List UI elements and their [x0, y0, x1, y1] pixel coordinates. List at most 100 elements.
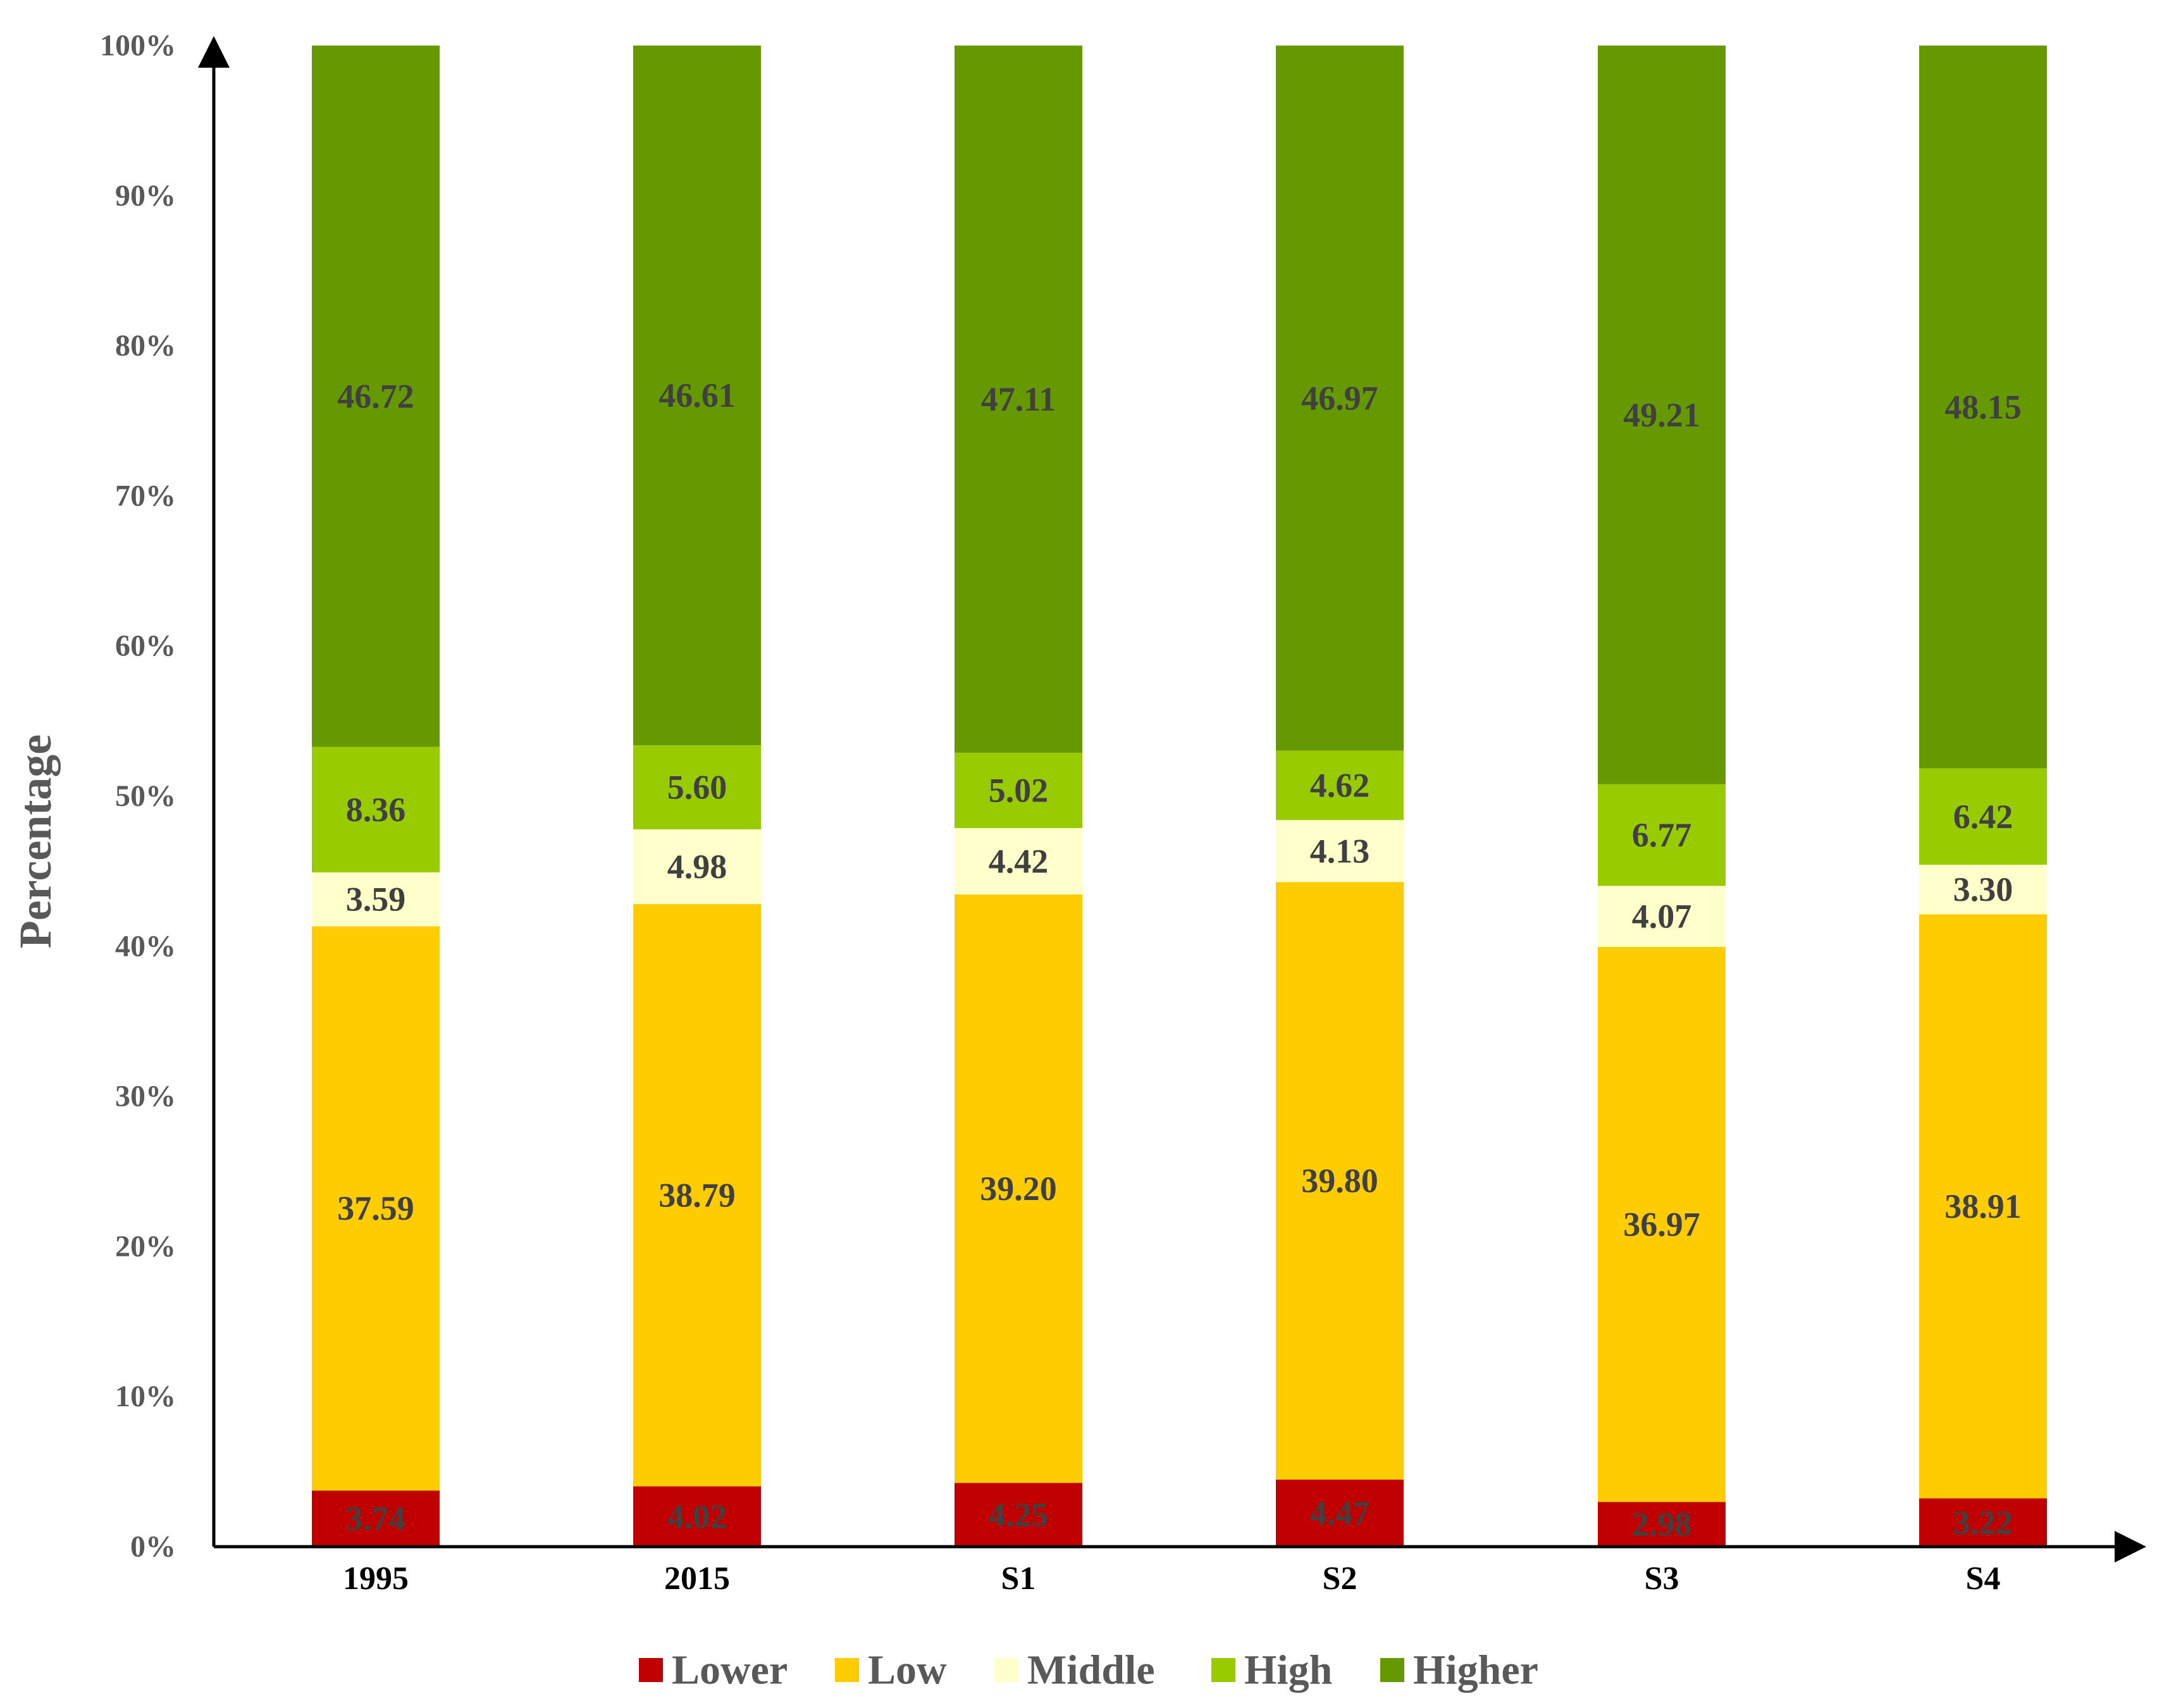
- legend-swatch-higher: [1380, 1658, 1404, 1682]
- x-tick-label-2015: 2015: [664, 1561, 730, 1597]
- bar-segment-high-2015: [633, 745, 761, 829]
- y-tick-label: 90%: [115, 179, 176, 213]
- y-tick-label: 10%: [115, 1380, 176, 1413]
- legend-label-high: High: [1244, 1647, 1332, 1693]
- x-tick-labels: 1995 2015 S1 S2 S3 S4: [343, 1561, 2000, 1597]
- y-tick-label: 60%: [115, 629, 176, 663]
- data-labels-layer: 3.74 37.59 3.59 8.36 46.72 4.02 38.79 4.98 5.60 4…: [337, 376, 2022, 1544]
- data-label-high-1995: 8.36: [346, 791, 406, 829]
- axes-layer: [198, 36, 2146, 1563]
- bar-segment-middle-s2: [1276, 820, 1404, 882]
- legend-label-middle: Middle: [1027, 1647, 1155, 1693]
- data-label-lower-1995: 3.74: [346, 1500, 406, 1538]
- bar-segment-higher-s1: [955, 46, 1082, 753]
- bar-segment-lower-s3: [1598, 1502, 1726, 1547]
- data-label-middle-s3: 4.07: [1632, 898, 1692, 936]
- data-label-high-2015: 5.60: [667, 768, 727, 806]
- x-tick-label-s3: S3: [1645, 1561, 1679, 1597]
- data-label-higher-2015: 46.61: [658, 376, 736, 414]
- data-label-higher-s1: 47.11: [981, 380, 1056, 418]
- x-tick-label-s4: S4: [1966, 1561, 2001, 1597]
- data-label-low-s1: 39.20: [980, 1170, 1057, 1208]
- legend-label-lower: Lower: [672, 1647, 788, 1693]
- data-label-low-s2: 39.80: [1301, 1162, 1378, 1200]
- data-label-low-1995: 37.59: [337, 1189, 414, 1227]
- bar-segment-low-s4: [1919, 914, 2047, 1499]
- bar-segment-low-2015: [633, 904, 761, 1487]
- bar-segment-middle-s1: [955, 828, 1082, 894]
- data-label-higher-s4: 48.15: [1944, 388, 2022, 426]
- bar-segment-high-s2: [1276, 750, 1404, 820]
- legend-swatch-lower: [639, 1658, 663, 1682]
- data-label-lower-s4: 3.22: [1953, 1504, 2013, 1542]
- bar-segment-higher-s4: [1919, 46, 2047, 769]
- data-label-middle-s1: 4.42: [989, 842, 1049, 880]
- y-tick-label: 20%: [115, 1230, 176, 1263]
- x-tick-label-s1: S1: [1001, 1561, 1036, 1597]
- y-tick-label: 30%: [115, 1080, 176, 1113]
- data-label-middle-1995: 3.59: [346, 881, 406, 919]
- data-label-low-s4: 38.91: [1944, 1187, 2022, 1225]
- legend-item-high: High: [1211, 1647, 1332, 1693]
- legend: Lower Low Middle High Higher: [639, 1647, 1538, 1693]
- y-tick-label: 100%: [100, 29, 176, 63]
- bar-segment-middle-s3: [1598, 886, 1726, 947]
- data-label-high-s4: 6.42: [1953, 798, 2013, 836]
- data-label-low-s3: 36.97: [1623, 1206, 1700, 1244]
- data-label-middle-s4: 3.30: [1953, 870, 2013, 908]
- legend-label-higher: Higher: [1413, 1647, 1538, 1693]
- data-label-low-2015: 38.79: [658, 1176, 736, 1214]
- bar-segment-high-s4: [1919, 768, 2047, 865]
- bar-segment-low-s3: [1598, 946, 1726, 1502]
- data-label-lower-s1: 4.25: [989, 1496, 1049, 1534]
- data-label-middle-2015: 4.98: [667, 848, 727, 886]
- bar-segment-lower-s4: [1919, 1498, 2047, 1547]
- data-label-lower-2015: 4.02: [667, 1497, 727, 1535]
- y-axis-title: Percentage: [10, 734, 61, 948]
- legend-swatch-low: [835, 1658, 859, 1682]
- legend-item-middle: Middle: [994, 1647, 1155, 1693]
- bar-segment-high-1995: [312, 746, 440, 873]
- data-label-lower-s2: 4.47: [1310, 1494, 1370, 1532]
- bar-segment-middle-1995: [312, 872, 440, 927]
- bar-segment-higher-2015: [633, 46, 761, 746]
- legend-item-lower: Lower: [639, 1647, 788, 1693]
- data-label-higher-1995: 46.72: [337, 377, 414, 415]
- data-label-higher-s3: 49.21: [1623, 396, 1700, 434]
- y-tick-labels: 0% 10% 20% 30% 40% 50% 60% 70% 80% 90% 100%: [100, 29, 176, 1564]
- legend-item-higher: Higher: [1380, 1647, 1538, 1693]
- y-tick-label: 0%: [130, 1530, 176, 1564]
- bar-segment-high-s3: [1598, 784, 1726, 886]
- data-label-higher-s2: 46.97: [1301, 379, 1378, 417]
- x-tick-label-1995: 1995: [343, 1561, 409, 1597]
- y-tick-label: 80%: [115, 329, 176, 362]
- bar-segment-low-1995: [312, 926, 440, 1491]
- y-tick-label: 70%: [115, 479, 176, 512]
- data-label-middle-s2: 4.13: [1310, 832, 1370, 870]
- bars-layer: [312, 46, 2047, 1547]
- y-tick-label: 40%: [115, 929, 176, 963]
- legend-item-low: Low: [835, 1647, 947, 1693]
- bar-segment-higher-s3: [1598, 46, 1726, 784]
- bar-segment-middle-2015: [633, 829, 761, 905]
- legend-swatch-middle: [994, 1658, 1018, 1682]
- bar-segment-low-s2: [1276, 882, 1404, 1480]
- data-label-lower-s3: 2.98: [1632, 1506, 1692, 1544]
- x-tick-label-s2: S2: [1323, 1561, 1357, 1597]
- data-label-high-s1: 5.02: [989, 771, 1049, 809]
- bar-segment-higher-1995: [312, 46, 440, 747]
- y-tick-label: 50%: [115, 779, 176, 813]
- legend-label-low: Low: [868, 1647, 947, 1693]
- bar-segment-high-s1: [955, 752, 1082, 829]
- bar-segment-middle-s4: [1919, 864, 2047, 915]
- legend-swatch-high: [1211, 1658, 1235, 1682]
- bar-segment-low-s1: [955, 894, 1082, 1483]
- bar-segment-lower-2015: [633, 1486, 761, 1547]
- bar-segment-higher-s2: [1276, 46, 1404, 751]
- data-label-high-s3: 6.77: [1632, 816, 1692, 854]
- bar-segment-lower-s2: [1276, 1479, 1404, 1547]
- bar-segment-lower-s1: [955, 1483, 1082, 1547]
- data-label-high-s2: 4.62: [1310, 767, 1370, 805]
